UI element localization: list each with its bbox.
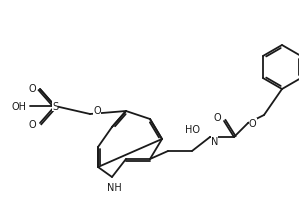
- Text: NH: NH: [107, 182, 121, 192]
- Text: S: S: [52, 101, 58, 112]
- Text: OH: OH: [11, 101, 26, 112]
- Text: O: O: [28, 84, 36, 94]
- Text: HO: HO: [185, 124, 200, 134]
- Text: O: O: [213, 113, 221, 122]
- Text: N: N: [211, 136, 218, 146]
- Text: O: O: [28, 119, 36, 129]
- Text: O: O: [249, 118, 257, 128]
- Text: O: O: [93, 105, 101, 115]
